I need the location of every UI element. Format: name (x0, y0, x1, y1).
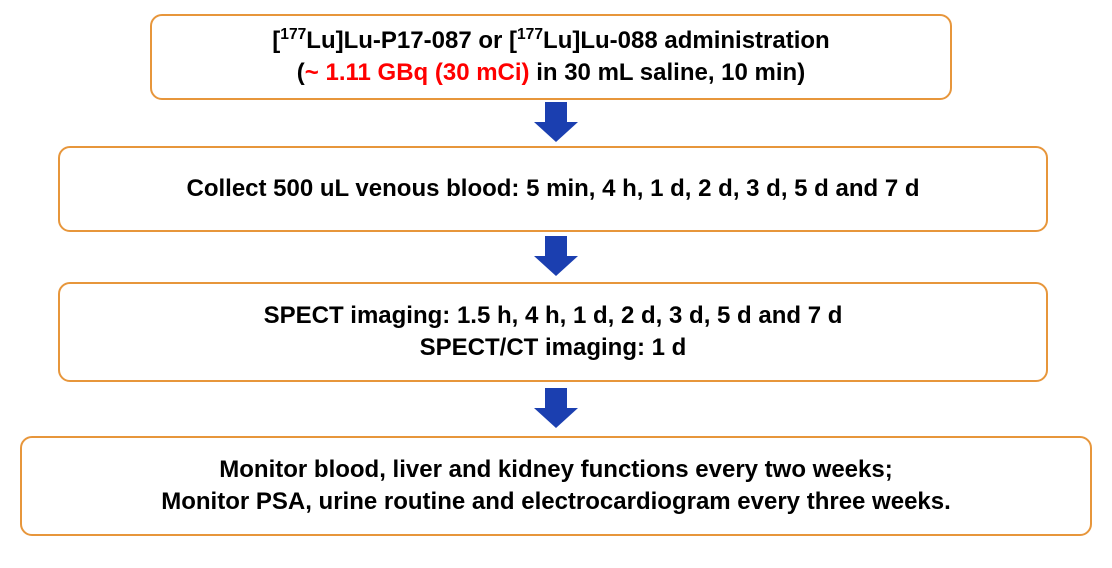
flow-arrow-1 (534, 102, 578, 142)
arrow-stem (545, 388, 567, 408)
box1-line1: [177Lu]Lu-P17-087 or [177Lu]Lu-088 admin… (272, 25, 829, 57)
box3-line1: SPECT imaging: 1.5 h, 4 h, 1 d, 2 d, 3 d… (264, 300, 843, 332)
flowchart-canvas: [177Lu]Lu-P17-087 or [177Lu]Lu-088 admin… (0, 0, 1112, 568)
box4-line1: Monitor blood, liver and kidney function… (219, 454, 892, 486)
flow-box-administration: [177Lu]Lu-P17-087 or [177Lu]Lu-088 admin… (150, 14, 952, 100)
box3-line2: SPECT/CT imaging: 1 d (420, 332, 687, 364)
arrow-head (534, 122, 578, 142)
arrow-stem (545, 236, 567, 256)
box4-line2: Monitor PSA, urine routine and electroca… (161, 486, 951, 518)
flow-arrow-3 (534, 388, 578, 428)
arrow-head (534, 408, 578, 428)
arrow-head (534, 256, 578, 276)
flow-arrow-2 (534, 236, 578, 276)
box2-line1: Collect 500 uL venous blood: 5 min, 4 h,… (186, 173, 919, 205)
box1-line2: (~ 1.11 GBq (30 mCi) in 30 mL saline, 10… (297, 57, 805, 89)
flow-box-monitoring: Monitor blood, liver and kidney function… (20, 436, 1092, 536)
flow-box-imaging: SPECT imaging: 1.5 h, 4 h, 1 d, 2 d, 3 d… (58, 282, 1048, 382)
flow-box-blood-collection: Collect 500 uL venous blood: 5 min, 4 h,… (58, 146, 1048, 232)
arrow-stem (545, 102, 567, 122)
